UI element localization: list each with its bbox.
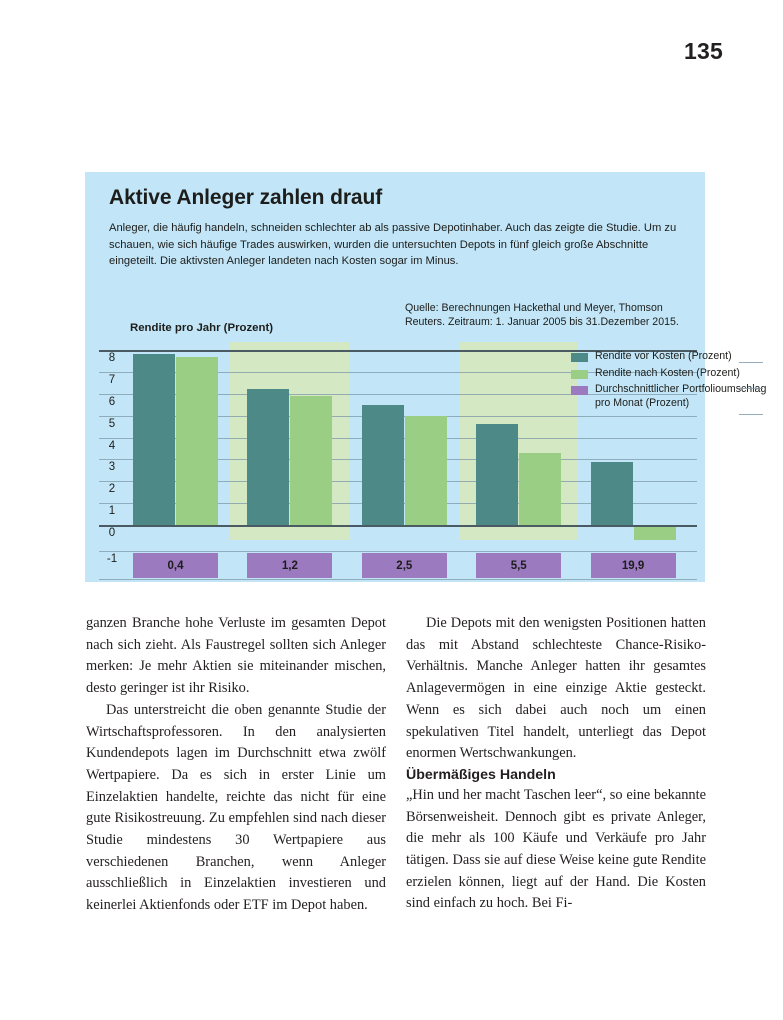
paragraph: ganzen Branche hohe Verluste im gesamten… [86,615,386,697]
chart-legend: Rendite vor Kosten (Prozent) Rendite nac… [571,350,771,415]
body-column-left: ganzen Branche hohe Verluste im gesamten… [86,613,386,917]
y-axis-tick-label: 3 [108,461,116,474]
body-column-right: Die Depots mit den wenigsten Positionen … [406,613,706,915]
turnover-value-cell: 1,2 [247,553,333,578]
chart-gridline [99,393,697,395]
bar-before-costs [247,389,290,525]
page-number: 135 [684,38,723,64]
y-axis-tick-label: 1 [108,505,116,518]
chart-gridline [99,551,697,552]
bar-after-costs [519,452,562,525]
bar-after-costs [176,356,218,525]
bar-chart-plot: 8 7 6 5 4 3 2 1 0 -1 0,4 1,2 2,5 5,5 19,9 [85,342,705,580]
bar-before-costs [590,461,633,525]
legend-item-before-costs: Rendite vor Kosten (Prozent) [571,350,771,364]
legend-item-after-costs: Rendite nach Kosten (Prozent) [571,367,771,381]
turnover-value-cell: 0,4 [133,553,218,578]
turnover-value-cell: 19,9 [590,553,676,578]
bar-before-costs [476,424,519,525]
bar-after-costs [633,527,676,541]
y-axis-tick-label: 4 [108,439,116,452]
y-axis-tick-label: 7 [108,373,116,386]
legend-item-turnover: Durchschnittlicher Portfolioumschlag pro… [571,383,771,410]
paragraph: Die Depots mit den wenigsten Positionen … [406,615,706,762]
y-axis-tick-label: 2 [108,483,116,496]
legend-swatch-after-costs [571,369,588,379]
paragraph: „Hin und her macht Taschen leer“, so ein… [406,786,706,912]
bar-before-costs [361,404,404,525]
chart-gridline [99,350,697,352]
turnover-value-cell: 2,5 [361,553,447,578]
legend-tick-stubs [737,350,763,428]
y-axis-tick-label: 5 [108,417,116,430]
y-axis-tick-label: 0 [108,527,116,539]
legend-swatch-before-costs [571,353,588,362]
section-subheading: Übermäßiges Handeln [406,766,556,783]
chart-axis-title: Rendite pro Jahr (Prozent) [130,322,274,334]
infographic-subtitle: Anleger, die häufig handeln, schneiden s… [109,222,677,267]
legend-label-turnover: Durchschnittlicher Portfolioumschlag pro… [595,383,767,409]
y-axis-tick-label: 8 [108,352,116,364]
bar-after-costs [404,415,447,525]
legend-label-after-costs: Rendite nach Kosten (Prozent) [595,366,740,379]
paragraph: Das unterstreicht die oben genannte Stud… [86,701,386,914]
chart-gridline [99,371,697,373]
chart-baseline [99,579,697,580]
turnover-value-cell: 5,5 [476,553,562,578]
bar-after-costs [290,395,333,525]
infographic-panel: Aktive Anleger zahlen drauf Anleger, die… [85,172,766,582]
y-axis-tick-label: 6 [108,395,116,408]
chart-gridline [99,525,697,527]
bar-before-costs [133,354,175,525]
legend-label-before-costs: Rendite vor Kosten (Prozent) [595,350,732,362]
legend-swatch-turnover [571,386,588,396]
infographic-source: Quelle: Berechnungen Hackethal und Meyer… [405,302,679,329]
y-axis-tick-label: -1 [106,553,118,565]
infographic-title: Aktive Anleger zahlen drauf [109,186,383,209]
